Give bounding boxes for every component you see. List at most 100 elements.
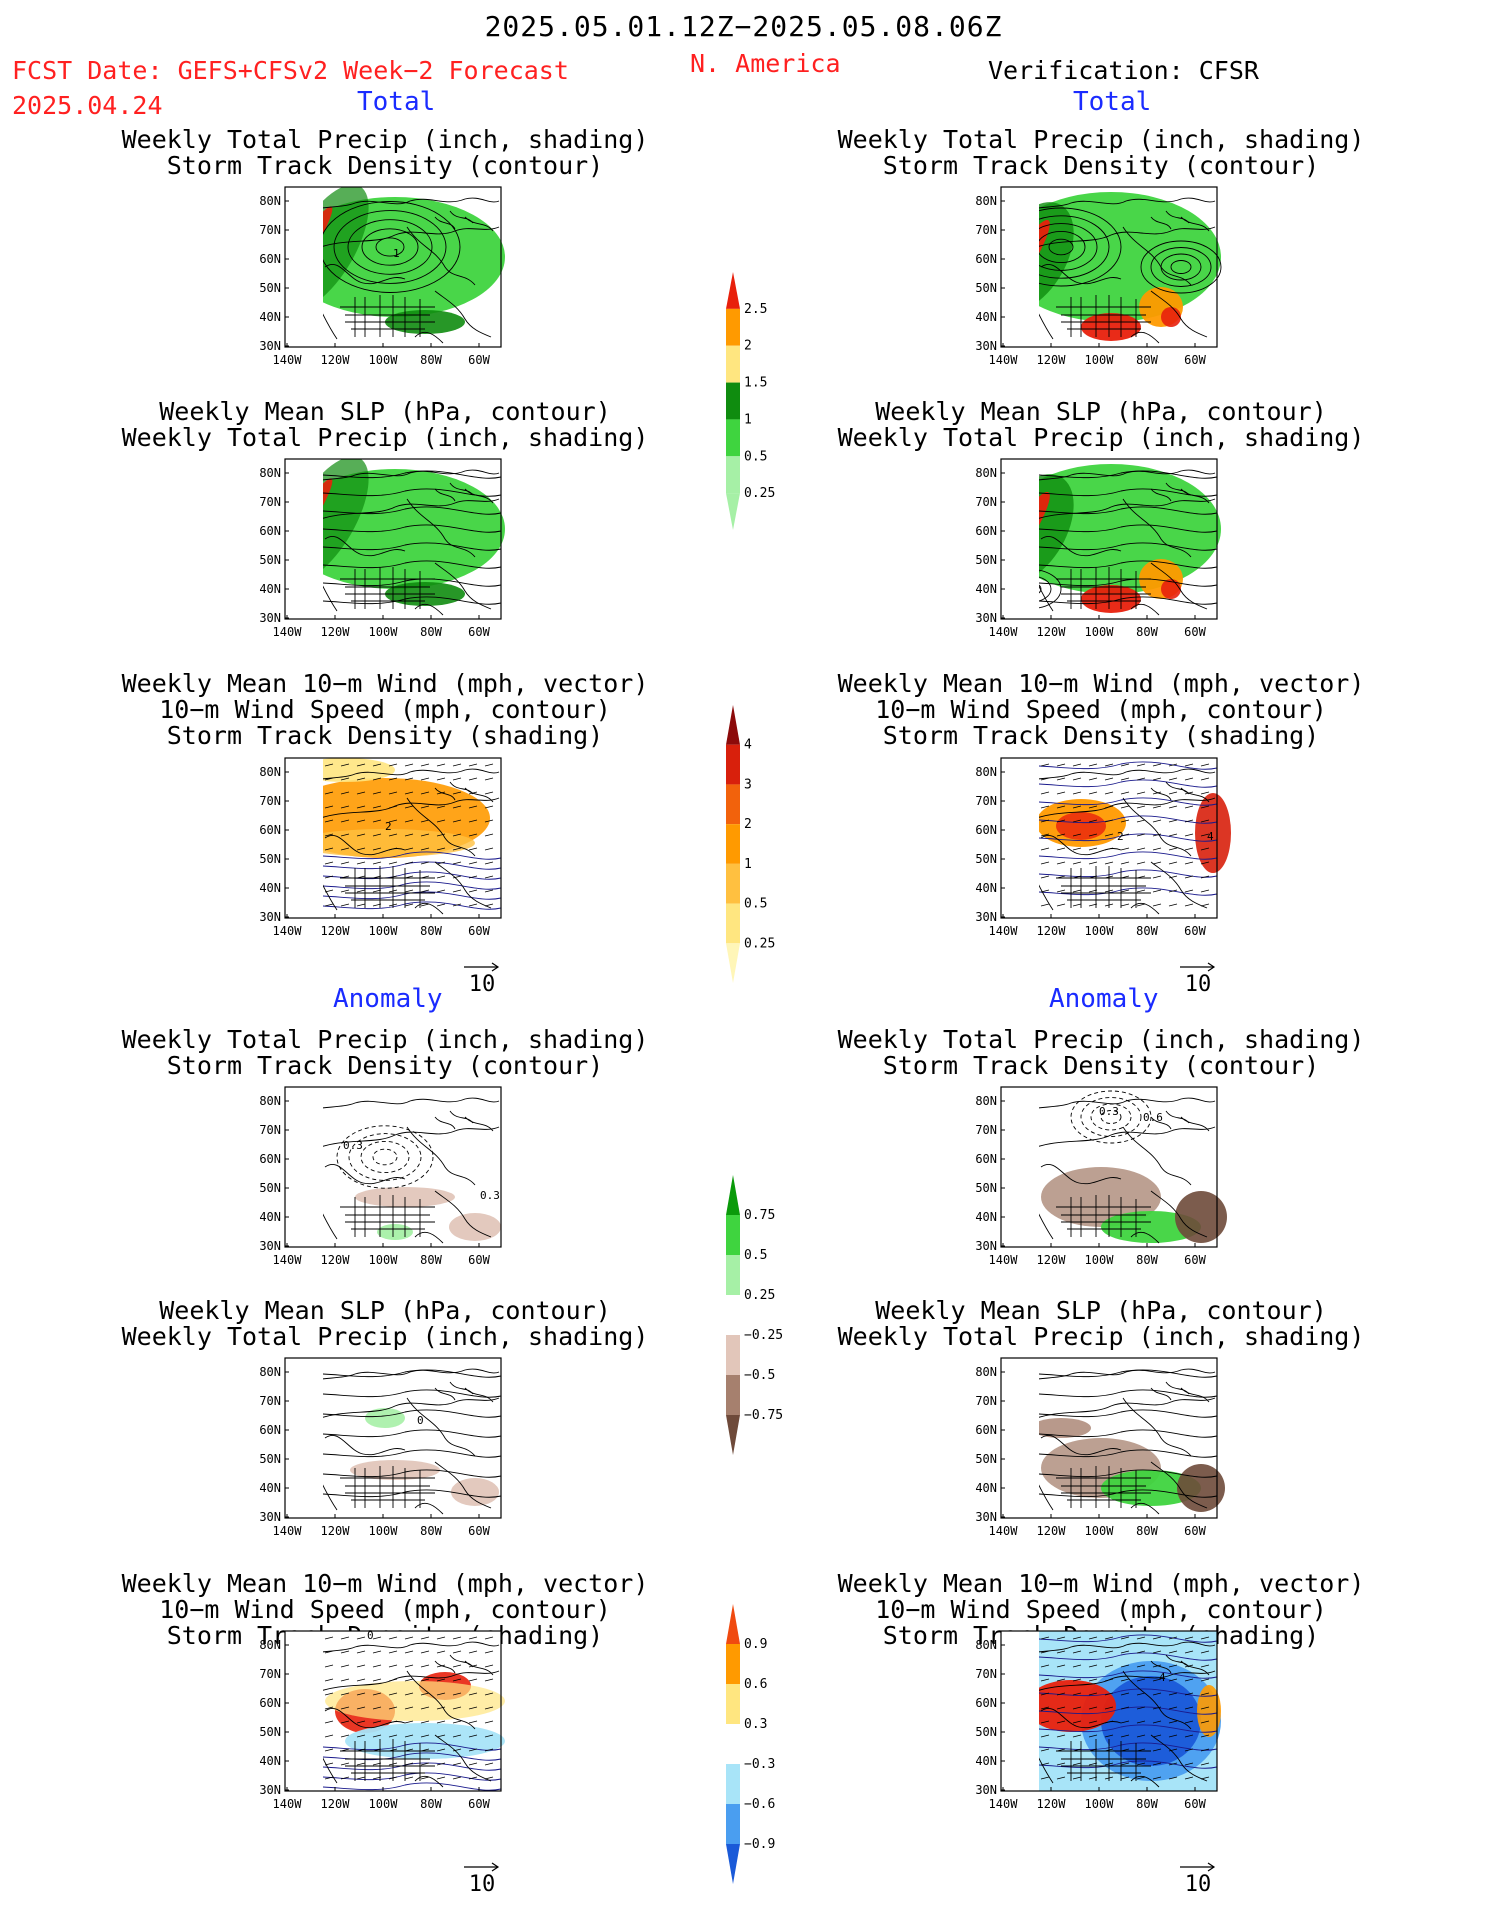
wind-vector <box>1136 1692 1146 1696</box>
wind-vector <box>372 805 382 809</box>
wind-vector <box>420 1776 430 1780</box>
wind-vector <box>468 833 478 837</box>
wind-vector <box>1088 1664 1098 1668</box>
verification-label: Verification: CFSR <box>988 56 1259 85</box>
colorbar-box <box>726 419 740 457</box>
contour-line <box>323 524 502 533</box>
wind-vector <box>388 777 398 781</box>
wind-vector <box>388 1664 398 1668</box>
wind-vector <box>356 1720 366 1724</box>
wind-vector <box>436 847 446 851</box>
wind-vector <box>388 1692 398 1696</box>
wind-vector <box>1184 1650 1194 1654</box>
coastline <box>1130 603 1160 616</box>
coastline <box>434 1734 492 1782</box>
contour-line <box>1100 1110 1122 1124</box>
contour-line <box>372 1148 398 1166</box>
coastline <box>324 264 406 285</box>
wind-vector <box>340 1664 350 1668</box>
wind-vector <box>468 1678 478 1682</box>
wind-vector <box>340 889 350 893</box>
wind-vector <box>1120 805 1130 809</box>
wind-vector <box>1136 889 1146 893</box>
vector-ref-fc-total: 10 <box>462 962 502 997</box>
coastline <box>1122 1126 1192 1186</box>
wind-vector <box>356 1734 366 1738</box>
coastline <box>323 1126 500 1147</box>
wind-vector <box>1152 1664 1162 1668</box>
wind-vector <box>1184 1720 1194 1724</box>
lat-label: 70N <box>975 1123 997 1137</box>
wind-vector <box>1184 903 1194 907</box>
lat-label: 70N <box>975 1394 997 1408</box>
wind-vector <box>340 805 350 809</box>
lat-label: 40N <box>975 582 997 596</box>
wind-vector <box>356 1706 366 1710</box>
wind-vector <box>468 1636 478 1640</box>
map-frame <box>1000 1086 1218 1248</box>
coastline <box>434 861 492 909</box>
coastline <box>1150 210 1210 232</box>
coastline <box>1130 331 1160 344</box>
lon-label: 80W <box>1136 1253 1158 1267</box>
region-label: N. America <box>690 49 841 78</box>
lat-label: 70N <box>259 223 281 237</box>
wind-vector <box>1072 1762 1082 1766</box>
contour-line <box>323 542 502 551</box>
wind-vector <box>436 1734 446 1738</box>
coastline <box>1040 1708 1122 1729</box>
shading-blob <box>1081 585 1141 613</box>
wind-vector <box>452 1636 462 1640</box>
lat-label: 40N <box>259 582 281 596</box>
lon-label: 60W <box>1184 1524 1206 1538</box>
colorbar-box <box>726 903 740 944</box>
lon-label: 120W <box>1037 1797 1067 1811</box>
wind-vector <box>420 833 430 837</box>
colorbar-label: 1.5 <box>744 376 767 391</box>
wind-vector <box>420 1636 430 1640</box>
wind-vector <box>452 1650 462 1654</box>
wind-vector <box>356 1650 366 1654</box>
wind-vector <box>1072 791 1082 795</box>
wind-vector <box>420 791 430 795</box>
vector-ref-ob-anom: 10 <box>1178 1862 1218 1897</box>
wind-vector <box>388 791 398 795</box>
wind-vector <box>1184 875 1194 879</box>
wind-vector <box>468 1720 478 1724</box>
wind-vector <box>404 791 414 795</box>
lat-label: 40N <box>259 310 281 324</box>
contour-line <box>1039 506 1218 515</box>
wind-vector <box>372 1636 382 1640</box>
shading-blob <box>1039 474 1074 584</box>
lat-label: 50N <box>259 852 281 866</box>
shading-blob <box>1197 1685 1221 1737</box>
coastline <box>1040 264 1122 285</box>
contour-line <box>1039 851 1218 860</box>
wind-vector <box>372 1664 382 1668</box>
wind-vector <box>1040 1720 1050 1724</box>
wind-vector <box>436 819 446 823</box>
wind-vector <box>1040 1664 1050 1668</box>
wind-vector <box>1184 1762 1194 1766</box>
wind-vector <box>1040 861 1050 865</box>
colorbar-box <box>726 382 740 420</box>
wind-vector <box>1120 1664 1130 1668</box>
wind-vector <box>452 805 462 809</box>
contour-line <box>1039 1429 1218 1438</box>
lon-label: 140W <box>989 625 1019 639</box>
colorbar-box <box>726 308 740 346</box>
wind-vector <box>1168 1678 1178 1682</box>
wind-vector <box>388 1650 398 1654</box>
vector-ref-arrow-icon <box>464 1862 500 1872</box>
wind-vector <box>1152 1706 1162 1710</box>
coastline <box>340 567 435 609</box>
wind-vector <box>468 1734 478 1738</box>
wind-vector <box>1040 847 1050 851</box>
colorbar-label: −0.9 <box>744 1837 775 1852</box>
lon-label: 60W <box>1184 1253 1206 1267</box>
lat-label: 40N <box>975 1754 997 1768</box>
wind-vector <box>404 889 414 893</box>
coastline <box>406 498 476 558</box>
